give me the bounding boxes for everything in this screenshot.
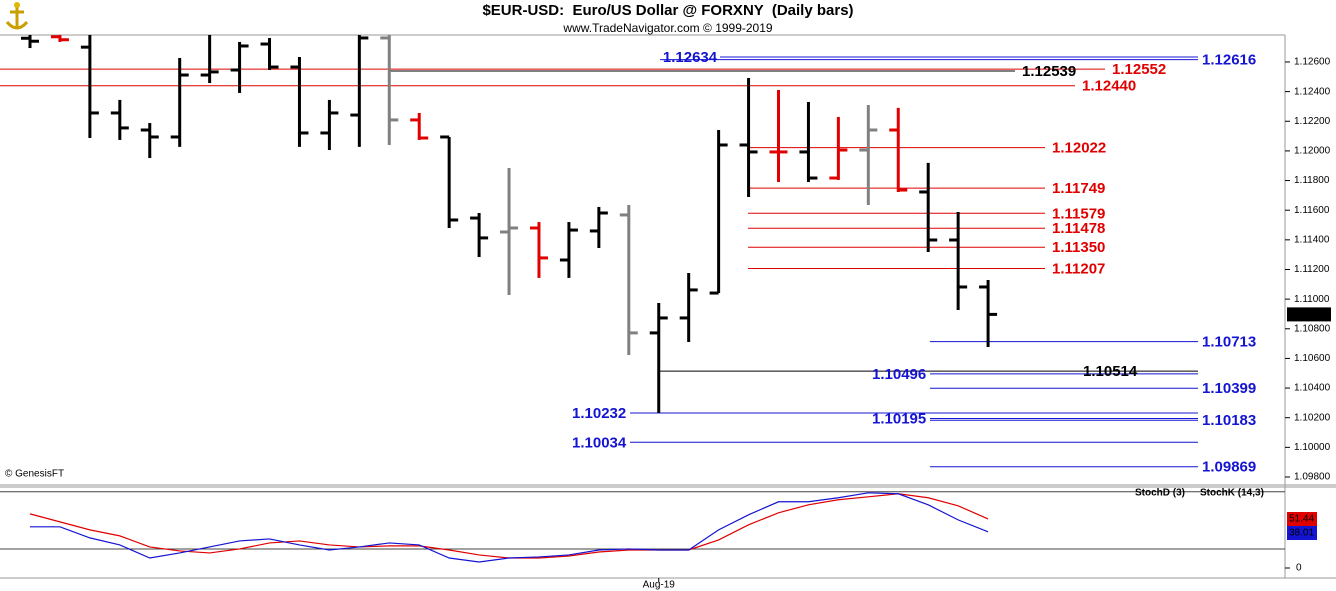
level-label: 1.12616 [1202, 52, 1256, 69]
last-value-label: 38.01 [1289, 528, 1314, 539]
y-tick-label: 0 [1296, 563, 1302, 574]
credit: © GenesisFT [5, 469, 64, 480]
level-label: 1.12552 [1112, 61, 1166, 78]
last-value-box [1287, 512, 1317, 526]
level-label: 1.11350 [1052, 239, 1105, 256]
level-label: 1.10183 [1202, 412, 1256, 429]
y-tick-label: 1.11200 [1294, 264, 1330, 275]
level-label: 1.11579 [1052, 205, 1105, 222]
y-tick-label: 1.09800 [1294, 472, 1331, 483]
y-tick-label: 1.12400 [1294, 86, 1331, 97]
y-tick-label: 1.11000 [1294, 294, 1330, 305]
level-label: 1.10232 [572, 405, 626, 422]
y-tick-label: 1.11800 [1294, 175, 1330, 186]
y-tick-label: 1.10800 [1294, 323, 1331, 334]
legend-entry: StochK (14,3) [1200, 488, 1264, 499]
y-tick-label: 1.10600 [1294, 353, 1331, 364]
level-label: 1.12634 [663, 49, 718, 66]
axes: 1.09800 1.10000 1.10200 1.10400 1.10600 1.108… [572, 49, 1331, 591]
level-label: 1.11207 [1052, 260, 1105, 277]
y-tick-label: 1.10200 [1294, 412, 1331, 423]
price-panel [0, 35, 1198, 468]
y-tick-label: 1.12600 [1294, 57, 1331, 68]
chart-subtitle: www.TradeNavigator.com © 1999-2019 [562, 21, 772, 35]
stoch-panel [0, 491, 1285, 563]
logo [5, 2, 29, 30]
chart-title: $EUR-USD: Euro/US Dollar @ FORXNY (Daily… [482, 2, 853, 19]
level-label: 1.10034 [572, 434, 627, 451]
y-tick-label: 1.11400 [1294, 234, 1330, 245]
level-label: 1.10514 [1083, 363, 1138, 380]
level-label: 1.10195 [872, 410, 926, 427]
level-label: 1.11478 [1052, 220, 1105, 237]
last-price-box [1287, 307, 1331, 322]
level-label: 1.11749 [1052, 180, 1105, 197]
y-tick-label: 1.11600 [1294, 205, 1330, 216]
level-label: 1.12539 [1022, 63, 1076, 80]
y-tick-label: 1.12200 [1294, 116, 1331, 127]
y-tick-label: 1.12000 [1294, 146, 1331, 157]
x-tick-label: Aug-19 [643, 580, 676, 591]
level-label: 1.10496 [872, 366, 926, 383]
level-label: 1.12022 [1052, 140, 1106, 157]
last-price-label: 1.10897 [1290, 309, 1327, 320]
last-value-label: 51.44 [1289, 514, 1314, 525]
last-value-box [1287, 526, 1317, 540]
level-label: 1.10713 [1202, 334, 1256, 351]
legend-entry: StochD (3) [1135, 488, 1185, 499]
y-tick-label: 1.10000 [1294, 442, 1331, 453]
level-label: 1.12440 [1082, 78, 1136, 95]
y-tick-label: 1.10400 [1294, 383, 1331, 394]
level-label: 1.10399 [1202, 380, 1256, 397]
stoch-line [30, 492, 989, 563]
level-label: 1.09869 [1202, 459, 1256, 476]
